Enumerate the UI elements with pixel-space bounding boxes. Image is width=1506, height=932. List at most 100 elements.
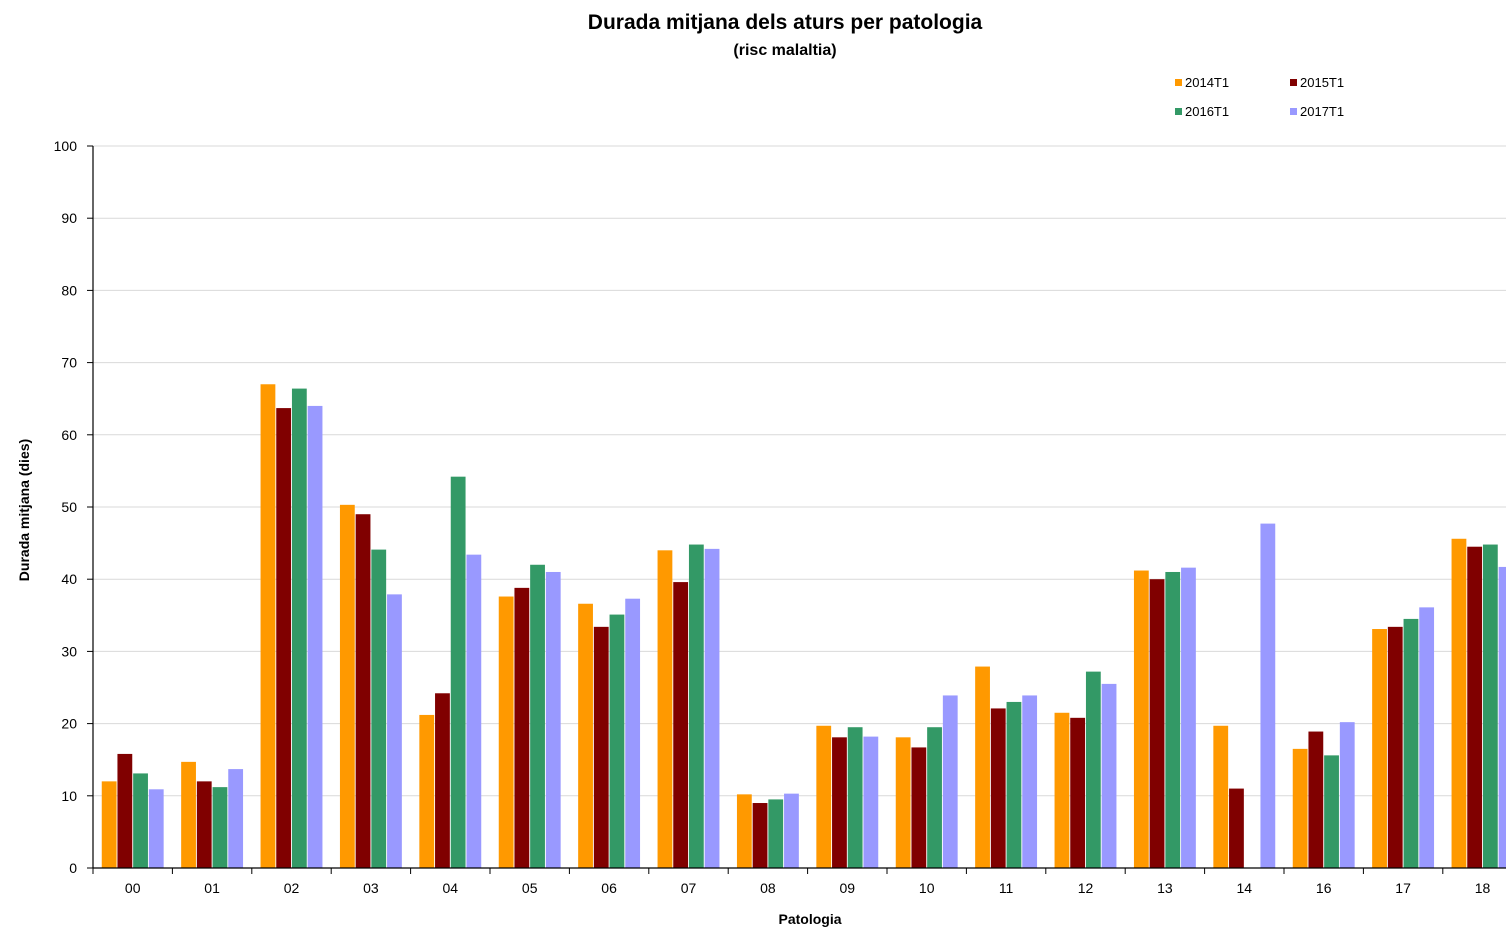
- bar-2017T1-08: [784, 793, 799, 868]
- x-tick-label: 05: [522, 880, 538, 896]
- bar-2015T1-17: [1387, 626, 1403, 868]
- y-tick-label: 70: [61, 355, 77, 371]
- legend-label-2017T1: 2017T1: [1300, 104, 1344, 119]
- y-tick-label: 90: [61, 210, 77, 226]
- bar-2014T1-12: [1054, 712, 1070, 868]
- x-tick-label: 16: [1316, 880, 1332, 896]
- bar-2016T1-00: [133, 773, 148, 868]
- bar-2015T1-12: [1070, 717, 1086, 868]
- bar-2015T1-10: [911, 747, 927, 868]
- bar-2015T1-14: [1229, 788, 1244, 868]
- y-tick-label: 100: [54, 138, 78, 154]
- bar-2017T1-10: [942, 695, 958, 868]
- bar-2014T1-03: [339, 504, 355, 868]
- bar-2017T1-00: [148, 789, 164, 868]
- y-tick-label: 30: [61, 643, 77, 659]
- bar-2017T1-11: [1022, 695, 1038, 868]
- bar-2017T1-02: [307, 405, 323, 868]
- legend-swatch-2015T1: [1290, 79, 1297, 86]
- y-axis-label: Durada mitjana (dies): [16, 439, 32, 581]
- bar-2014T1-05: [498, 596, 514, 868]
- bar-2014T1-01: [181, 761, 196, 868]
- y-tick-label: 50: [61, 499, 77, 515]
- x-tick-label: 03: [363, 880, 379, 896]
- bar-2015T1-05: [514, 587, 530, 868]
- bar-2017T1-18: [1498, 566, 1506, 868]
- gridlines: [93, 145, 1506, 797]
- bar-2014T1-00: [101, 781, 117, 868]
- y-tick-label: 0: [69, 860, 77, 876]
- legend-label-2016T1: 2016T1: [1185, 104, 1229, 119]
- bar-2017T1-01: [228, 769, 244, 868]
- bar-2016T1-17: [1403, 618, 1419, 868]
- bar-2014T1-09: [816, 725, 832, 868]
- bar-2016T1-04: [450, 476, 466, 868]
- chart-title: Durada mitjana dels aturs per patologia: [588, 11, 983, 34]
- bar-2016T1-03: [371, 549, 387, 868]
- bar-2017T1-03: [387, 594, 402, 868]
- x-tick-label: 10: [919, 880, 935, 896]
- legend-swatch-2017T1: [1290, 108, 1297, 115]
- bar-2014T1-02: [260, 384, 276, 868]
- legend-label-2014T1: 2014T1: [1185, 75, 1229, 90]
- bar-2014T1-18: [1451, 538, 1467, 868]
- bar-2017T1-06: [625, 598, 641, 868]
- bar-2016T1-01: [212, 787, 228, 868]
- bar-2017T1-04: [466, 554, 482, 868]
- bar-2016T1-18: [1482, 544, 1498, 868]
- x-tick-label: 09: [840, 880, 856, 896]
- bar-2015T1-02: [276, 408, 292, 868]
- bar-2014T1-04: [419, 714, 435, 868]
- bar-2015T1-01: [196, 781, 212, 868]
- bar-2016T1-11: [1006, 701, 1022, 868]
- y-axis-ticks: 0 10 20 30 40 50 60 70 80 90 100: [54, 138, 93, 876]
- x-tick-label: 08: [760, 880, 776, 896]
- bar-2014T1-14: [1213, 725, 1229, 868]
- bar-2016T1-08: [768, 799, 784, 868]
- bar-2017T1-16: [1339, 722, 1355, 868]
- y-tick-label: 60: [61, 427, 77, 443]
- x-tick-label: 13: [1157, 880, 1173, 896]
- bar-2017T1-09: [863, 736, 879, 868]
- bar-2016T1-06: [609, 614, 625, 868]
- x-tick-label: 18: [1475, 880, 1491, 896]
- bar-2014T1-07: [657, 550, 673, 868]
- bar-2014T1-17: [1372, 629, 1387, 868]
- x-tick-label: 07: [681, 880, 697, 896]
- bar-2015T1-07: [673, 582, 689, 868]
- bar-2016T1-07: [688, 544, 704, 868]
- x-tick-label: 00: [125, 880, 141, 896]
- bar-2016T1-09: [847, 727, 863, 868]
- bar-2016T1-10: [927, 727, 942, 868]
- bar-2015T1-09: [832, 737, 847, 868]
- bar-2015T1-16: [1308, 731, 1324, 868]
- x-tick-label: 12: [1078, 880, 1094, 896]
- bar-2015T1-11: [990, 708, 1006, 868]
- bar-2016T1-13: [1165, 571, 1181, 868]
- axes: [92, 146, 1506, 869]
- bar-2014T1-10: [895, 737, 911, 868]
- x-axis-ticks: 00 01 02 03 04 05 06 07 08 09 10 11 12 13 14 16 17 18: [92, 868, 1491, 896]
- bar-2015T1-18: [1467, 546, 1483, 868]
- y-tick-label: 80: [61, 282, 77, 298]
- y-tick-label: 40: [61, 571, 77, 587]
- bar-2015T1-08: [752, 803, 768, 868]
- legend-swatch-2016T1: [1175, 108, 1182, 115]
- x-tick-label: 11: [999, 880, 1014, 896]
- x-axis-label: Patologia: [778, 911, 841, 927]
- bar-2014T1-08: [736, 794, 752, 868]
- x-tick-label: 17: [1395, 880, 1411, 896]
- bar-2016T1-05: [530, 564, 545, 868]
- bar-2015T1-00: [117, 753, 133, 868]
- bar-2017T1-13: [1181, 567, 1196, 868]
- bar-2017T1-14: [1260, 523, 1276, 868]
- chart-subtitle: (risc malaltia): [733, 42, 836, 59]
- bar-2014T1-11: [975, 666, 990, 868]
- legend: 2014T1 2015T1 2016T1 2017T1: [1175, 75, 1344, 119]
- bar-2015T1-06: [593, 626, 609, 868]
- legend-swatch-2014T1: [1175, 79, 1182, 86]
- bar-2015T1-04: [435, 693, 450, 868]
- y-tick-label: 20: [61, 716, 77, 732]
- bars: [101, 384, 1506, 868]
